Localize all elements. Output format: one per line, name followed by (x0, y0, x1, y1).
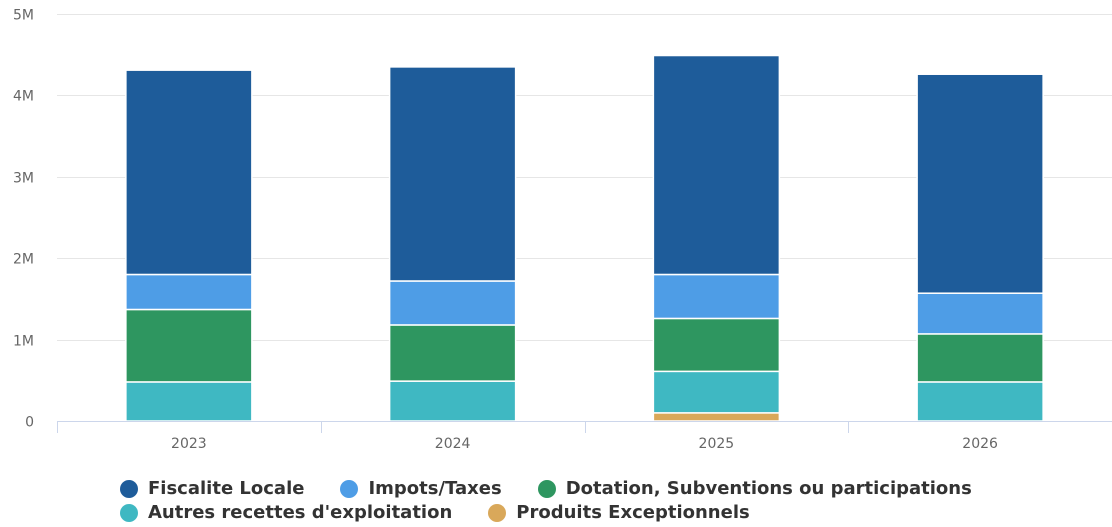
legend-item[interactable]: Fiscalite Locale (120, 478, 304, 499)
legend-row-1: Fiscalite Locale Impots/Taxes Dotation, Su… (120, 478, 1008, 499)
y-tick-label: 3M (13, 171, 34, 187)
bars (125, 54, 1044, 422)
y-tick-label: 2M (13, 252, 34, 268)
bar-segment[interactable] (916, 292, 1044, 335)
y-tick-label: 1M (13, 334, 34, 350)
y-tick-label: 4M (13, 89, 34, 105)
legend-label: Autres recettes d'exploitation (148, 502, 453, 523)
legend-label: Dotation, Subventions ou participations (565, 478, 972, 499)
legend-item[interactable]: Autres recettes d'exploitation (120, 502, 452, 523)
legend-label: Produits Exceptionnels (516, 502, 750, 523)
legend-row-2: Autres recettes d'exploitation Produits E… (120, 502, 786, 523)
legend-item[interactable]: Impots/Taxes (340, 478, 502, 499)
bar-segment[interactable] (388, 66, 517, 282)
bar-segment[interactable] (125, 381, 253, 422)
legend-item[interactable]: Produits Exceptionnels (488, 502, 750, 523)
x-tick-label: 2025 (699, 436, 735, 452)
y-tick-label: 0 (25, 415, 34, 431)
bar-segment[interactable] (652, 370, 781, 414)
legend-swatch-icon (340, 479, 359, 498)
bar-segment[interactable] (916, 381, 1044, 422)
bar-segment[interactable] (125, 273, 253, 311)
y-axis: 0 1M 2M 3M 4M 5M (13, 8, 34, 431)
x-tick-label: 2026 (962, 436, 998, 452)
bar-segment[interactable] (916, 333, 1044, 383)
bar-segment[interactable] (388, 380, 517, 422)
legend-swatch-icon (120, 503, 138, 522)
bar-segment[interactable] (388, 280, 517, 326)
x-tick-label: 2024 (435, 436, 471, 452)
bar-segment[interactable] (916, 73, 1044, 294)
legend-label: Impots/Taxes (368, 478, 502, 499)
bar-segment[interactable] (125, 69, 253, 276)
bar-segment[interactable] (125, 308, 253, 383)
x-axis: 2023 2024 2025 2026 (57, 421, 1112, 452)
bar-segment[interactable] (652, 317, 781, 373)
bar-segment[interactable] (652, 273, 781, 320)
y-tick-label: 5M (13, 8, 34, 24)
legend-swatch-icon (120, 479, 138, 498)
legend-swatch-icon (488, 503, 507, 522)
legend-swatch-icon (537, 479, 556, 498)
bar-segment[interactable] (652, 54, 781, 276)
x-tick-label: 2023 (171, 436, 207, 452)
bar-segment[interactable] (388, 324, 517, 382)
bar-segment[interactable] (652, 412, 781, 422)
legend-item[interactable]: Dotation, Subventions ou participations (537, 478, 972, 499)
legend-label: Fiscalite Locale (148, 478, 305, 499)
